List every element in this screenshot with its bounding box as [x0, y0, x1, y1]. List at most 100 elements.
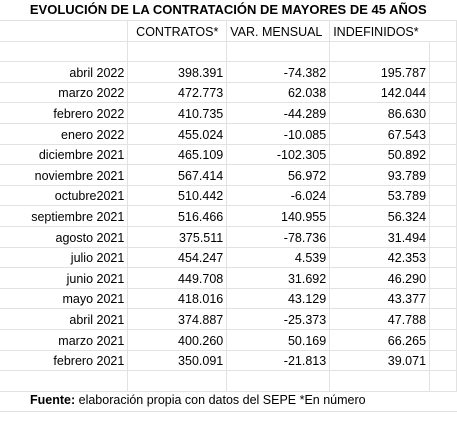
- empty-cell[interactable]: [226, 370, 331, 392]
- indefinidos-cell[interactable]: 142.044: [329, 82, 431, 104]
- empty-cell[interactable]: [329, 370, 431, 392]
- title-row: EVOLUCIÓN DE LA CONTRATACIÓN DE MAYORES …: [0, 0, 457, 22]
- var-mensual-cell[interactable]: 43.129: [226, 288, 331, 310]
- contratos-cell[interactable]: 454.247: [127, 247, 228, 269]
- contratos-cell[interactable]: 455.024: [127, 123, 228, 145]
- contratos-cell[interactable]: 375.511: [127, 226, 228, 248]
- empty-cell[interactable]: [429, 61, 457, 83]
- indefinidos-cell[interactable]: 31.494: [329, 226, 431, 248]
- month-cell[interactable]: abril 2022: [0, 61, 129, 83]
- empty-cell[interactable]: [429, 102, 457, 125]
- empty-cell[interactable]: [429, 226, 457, 248]
- empty-cell[interactable]: [0, 41, 129, 63]
- contratos-cell[interactable]: 510.442: [127, 185, 228, 207]
- var-mensual-cell[interactable]: -44.289: [226, 102, 331, 125]
- contratos-cell[interactable]: 567.414: [127, 164, 228, 186]
- var-mensual-cell[interactable]: -74.382: [226, 61, 331, 83]
- var-mensual-cell[interactable]: 56.972: [226, 164, 331, 186]
- month-cell[interactable]: noviembre 2021: [0, 164, 129, 186]
- header-indefinidos[interactable]: INDEFINIDOS*: [329, 20, 457, 42]
- month-cell[interactable]: julio 2021: [0, 247, 129, 269]
- indefinidos-cell[interactable]: 86.630: [329, 102, 431, 125]
- indefinidos-cell[interactable]: 66.265: [329, 329, 431, 351]
- var-mensual-cell[interactable]: -25.373: [226, 308, 331, 330]
- contratos-cell[interactable]: 398.391: [127, 61, 228, 83]
- empty-cell[interactable]: [429, 144, 457, 166]
- table-row: octubre2021 510.442 -6.024 53.789: [0, 185, 457, 207]
- month-cell[interactable]: junio 2021: [0, 267, 129, 289]
- month-cell[interactable]: septiembre 2021: [0, 205, 129, 228]
- var-mensual-cell[interactable]: -10.085: [226, 123, 331, 145]
- table-row: agosto 2021 375.511 -78.736 31.494: [0, 226, 457, 248]
- var-mensual-cell[interactable]: -78.736: [226, 226, 331, 248]
- empty-cell[interactable]: [127, 41, 228, 63]
- empty-cell[interactable]: [429, 185, 457, 207]
- indefinidos-cell[interactable]: 39.071: [329, 350, 431, 372]
- empty-cell[interactable]: [0, 370, 129, 392]
- contratos-cell[interactable]: 400.260: [127, 329, 228, 351]
- var-mensual-cell[interactable]: -6.024: [226, 185, 331, 207]
- header-contratos[interactable]: CONTRATOS*: [127, 20, 228, 42]
- empty-cell[interactable]: [429, 370, 457, 392]
- contratos-cell[interactable]: 410.735: [127, 102, 228, 125]
- header-row: CONTRATOS* VAR. MENSUAL INDEFINIDOS*: [0, 20, 457, 42]
- month-cell[interactable]: octubre2021: [0, 185, 129, 207]
- month-cell[interactable]: febrero 2021: [0, 350, 129, 372]
- empty-cell[interactable]: [429, 205, 457, 228]
- table-row: septiembre 2021 516.466 140.955 56.324: [0, 205, 457, 228]
- empty-cell[interactable]: [429, 247, 457, 269]
- month-cell[interactable]: abril 2021: [0, 308, 129, 330]
- var-mensual-cell[interactable]: 62.038: [226, 82, 331, 104]
- empty-cell[interactable]: [429, 82, 457, 104]
- var-mensual-cell[interactable]: -21.813: [226, 350, 331, 372]
- indefinidos-cell[interactable]: 47.788: [329, 308, 431, 330]
- contratos-cell[interactable]: 449.708: [127, 267, 228, 289]
- contratos-cell[interactable]: 472.773: [127, 82, 228, 104]
- header-var-mensual[interactable]: VAR. MENSUAL: [226, 20, 331, 42]
- var-mensual-cell[interactable]: 31.692: [226, 267, 331, 289]
- empty-cell[interactable]: [127, 370, 228, 392]
- header-empty-cell[interactable]: [0, 20, 129, 42]
- indefinidos-cell[interactable]: 46.290: [329, 267, 431, 289]
- table-title: EVOLUCIÓN DE LA CONTRATACIÓN DE MAYORES …: [0, 0, 457, 22]
- empty-cell[interactable]: [429, 41, 457, 63]
- empty-cell[interactable]: [329, 41, 431, 63]
- table-row: febrero 2021 350.091 -21.813 39.071: [0, 350, 457, 372]
- data-table: EVOLUCIÓN DE LA CONTRATACIÓN DE MAYORES …: [0, 0, 457, 413]
- var-mensual-cell[interactable]: -102.305: [226, 144, 331, 166]
- empty-cell[interactable]: [226, 41, 331, 63]
- indefinidos-cell[interactable]: 56.324: [329, 205, 431, 228]
- indefinidos-cell[interactable]: 93.789: [329, 164, 431, 186]
- empty-cell[interactable]: [429, 164, 457, 186]
- empty-row: [0, 41, 457, 63]
- var-mensual-cell[interactable]: 4.539: [226, 247, 331, 269]
- indefinidos-cell[interactable]: 50.892: [329, 144, 431, 166]
- month-cell[interactable]: enero 2022: [0, 123, 129, 145]
- indefinidos-cell[interactable]: 195.787: [329, 61, 431, 83]
- month-cell[interactable]: mayo 2021: [0, 288, 129, 310]
- month-cell[interactable]: marzo 2022: [0, 82, 129, 104]
- empty-cell[interactable]: [429, 350, 457, 372]
- month-cell[interactable]: diciembre 2021: [0, 144, 129, 166]
- contratos-cell[interactable]: 350.091: [127, 350, 228, 372]
- contratos-cell[interactable]: 465.109: [127, 144, 228, 166]
- empty-cell[interactable]: [429, 123, 457, 145]
- indefinidos-cell[interactable]: 42.353: [329, 247, 431, 269]
- month-cell[interactable]: febrero 2022: [0, 102, 129, 125]
- contratos-cell[interactable]: 374.887: [127, 308, 228, 330]
- var-mensual-cell[interactable]: 140.955: [226, 205, 331, 228]
- empty-cell[interactable]: [429, 288, 457, 310]
- month-cell[interactable]: marzo 2021: [0, 329, 129, 351]
- contratos-cell[interactable]: 516.466: [127, 205, 228, 228]
- empty-cell[interactable]: [429, 267, 457, 289]
- empty-cell[interactable]: [429, 308, 457, 330]
- empty-cell[interactable]: [429, 329, 457, 351]
- var-mensual-cell[interactable]: 50.169: [226, 329, 331, 351]
- month-cell[interactable]: agosto 2021: [0, 226, 129, 248]
- table-row: junio 2021 449.708 31.692 46.290: [0, 267, 457, 289]
- indefinidos-cell[interactable]: 67.543: [329, 123, 431, 145]
- contratos-cell[interactable]: 418.016: [127, 288, 228, 310]
- indefinidos-cell[interactable]: 53.789: [329, 185, 431, 207]
- indefinidos-cell[interactable]: 43.377: [329, 288, 431, 310]
